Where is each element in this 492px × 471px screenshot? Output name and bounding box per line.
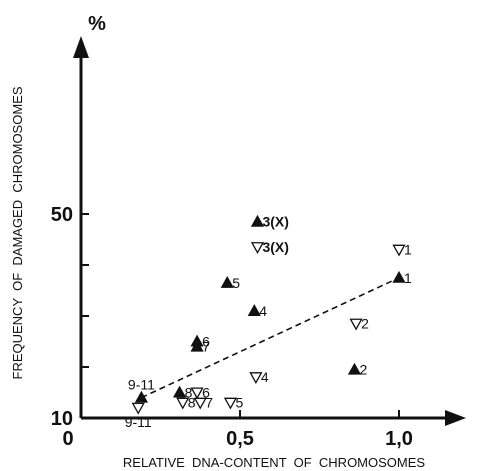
filled-point-3(X) [250,214,265,227]
open-point-6 [190,387,204,400]
filled-point-7 [190,339,204,352]
point-label: 6 [202,385,210,401]
point-label: 7 [202,339,210,355]
point-label: 8 [188,395,196,411]
point-label: 9-11 [128,377,155,393]
point-label: 7 [205,395,213,411]
filled-point-9-11 [134,390,149,403]
point-label: 1 [404,242,412,258]
y-unit-label: % [88,13,106,35]
y-tick-label: 10 [51,408,73,430]
point-label: 3(X) [262,214,288,230]
point-label: 1 [404,270,412,286]
open-point-1 [392,244,406,257]
x-axis-arrow [445,410,466,426]
x-tick-label: 1,0 [385,428,413,450]
y-tick-label: 50 [51,204,73,226]
filled-point-1 [392,270,406,283]
filled-point-5 [220,276,234,288]
open-point-5 [223,397,238,410]
x-tick-label: 0,5 [226,428,254,450]
filled-point-2 [347,362,362,375]
y-axis-title: FREQUENCY OF DAMAGED CHROMOSOMES [10,86,25,379]
trend-line [141,277,400,399]
open-point-9-11 [131,402,145,415]
y-axis-arrow [73,36,89,58]
open-point-4 [249,372,263,385]
filled-point-4 [247,304,261,316]
open-point-7 [193,397,207,410]
open-point-8 [176,397,190,410]
point-label: 5 [235,395,243,411]
x-axis-title: RELATIVE DNA-CONTENT OF CHROMOSOMES [123,455,425,470]
point-label: 2 [359,362,367,378]
point-label: 8 [185,385,193,401]
point-label: 9-11 [125,414,152,430]
point-label: 2 [361,316,369,332]
point-label: 4 [261,369,269,385]
open-point-3(X) [250,242,265,254]
point-label: 5 [232,275,240,291]
axes [73,36,466,426]
point-label: 6 [202,334,210,350]
point-label: 4 [259,303,267,319]
open-point-2 [349,318,363,331]
point-label: 3(X) [262,239,288,255]
trend [141,277,400,399]
filled-point-8 [172,385,187,398]
origin-label: 0 [62,428,73,450]
